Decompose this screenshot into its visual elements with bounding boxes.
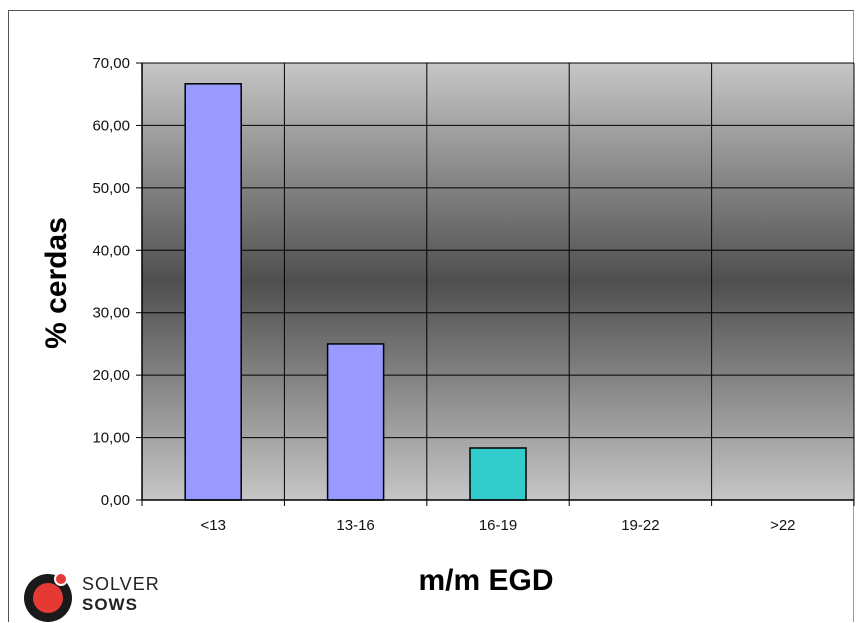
x-axis-title: m/m EGD: [418, 564, 553, 597]
y-tick-label: 10,00: [92, 430, 130, 447]
logo-text-sows: SOWS: [82, 595, 138, 614]
y-tick-label: 30,00: [92, 305, 130, 322]
logo-text-solver: SOLVER: [82, 574, 160, 594]
bar-3: [469, 447, 527, 501]
x-tick-label: <13: [200, 517, 225, 534]
y-tick-label: 70,00: [92, 55, 130, 72]
y-tick-label: 60,00: [92, 117, 130, 134]
axes: [136, 62, 855, 506]
gridlines: [142, 62, 855, 500]
x-tick-labels: <13 13-16 16-19 19-22 >22: [200, 517, 795, 534]
bar-1: [184, 83, 242, 501]
x-tick-label: 19-22: [621, 517, 659, 534]
y-tick-label: 20,00: [92, 367, 130, 384]
bars: [184, 83, 527, 501]
x-tick-label: >22: [770, 517, 795, 534]
y-tick-label: 50,00: [92, 180, 130, 197]
bar-2: [326, 343, 385, 501]
solver-sows-logo: SOLVER SOWS: [22, 566, 172, 622]
plot-area: [142, 63, 854, 500]
logo-circle-icon: [24, 572, 72, 622]
y-tick-labels: 0,00 10,00 20,00 30,00 40,00 50,00 60,00 70,00: [92, 55, 130, 509]
x-tick-label: 13-16: [336, 517, 374, 534]
y-axis-title: % cerdas: [40, 217, 73, 349]
x-tick-label: 16-19: [479, 517, 517, 534]
y-tick-label: 0,00: [101, 492, 130, 509]
y-tick-label: 40,00: [92, 242, 130, 259]
